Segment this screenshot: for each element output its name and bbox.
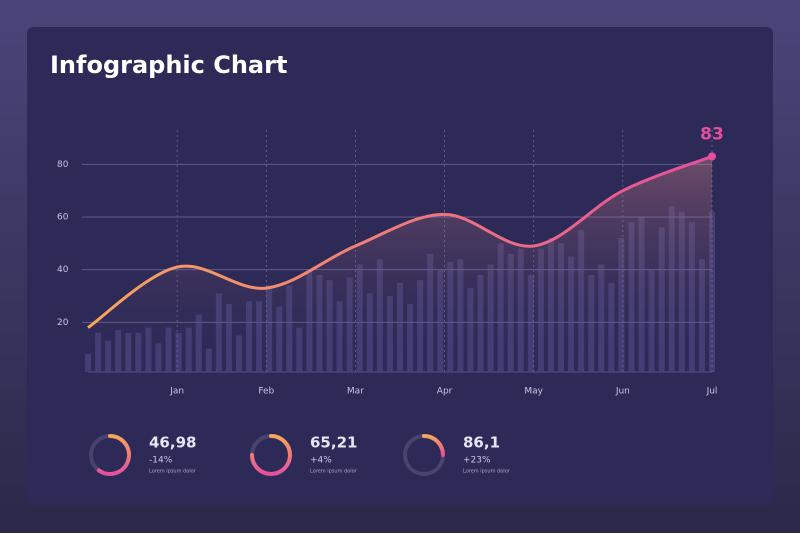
widget-change: +4% <box>310 456 332 466</box>
y-tick-label: 80 <box>57 160 69 170</box>
gauge-arc <box>250 434 292 476</box>
area <box>88 156 712 372</box>
widget-change: +23% <box>463 456 491 466</box>
y-tick-label: 40 <box>57 265 69 275</box>
x-tick-label: May <box>524 387 543 397</box>
widget-caption: Lorem ipsum dolor <box>463 469 511 475</box>
y-tick-label: 20 <box>57 318 69 328</box>
y-tick-label: 60 <box>57 213 69 223</box>
x-tick-label: Apr <box>437 387 453 397</box>
x-tick-label: Jan <box>169 387 184 397</box>
widget-caption: Lorem ipsum dolor <box>149 469 197 475</box>
gauge-arc <box>422 434 445 457</box>
gauge-arc <box>96 434 131 476</box>
end-point <box>708 152 716 161</box>
widget-value: 65,21 <box>310 434 357 452</box>
widget-change: -14% <box>149 456 173 466</box>
x-tick-label: Jun <box>615 387 630 397</box>
widget-caption: Lorem ipsum dolor <box>310 469 358 475</box>
x-tick-label: Mar <box>347 387 364 397</box>
data-label: 83 <box>700 124 724 144</box>
widget-value: 86,1 <box>463 434 500 452</box>
x-tick-label: Feb <box>258 387 274 397</box>
widget-value: 46,98 <box>149 434 196 452</box>
line <box>87 155 713 329</box>
chart-title: Infographic Chart <box>50 51 287 79</box>
x-tick-label: Jul <box>706 387 718 397</box>
